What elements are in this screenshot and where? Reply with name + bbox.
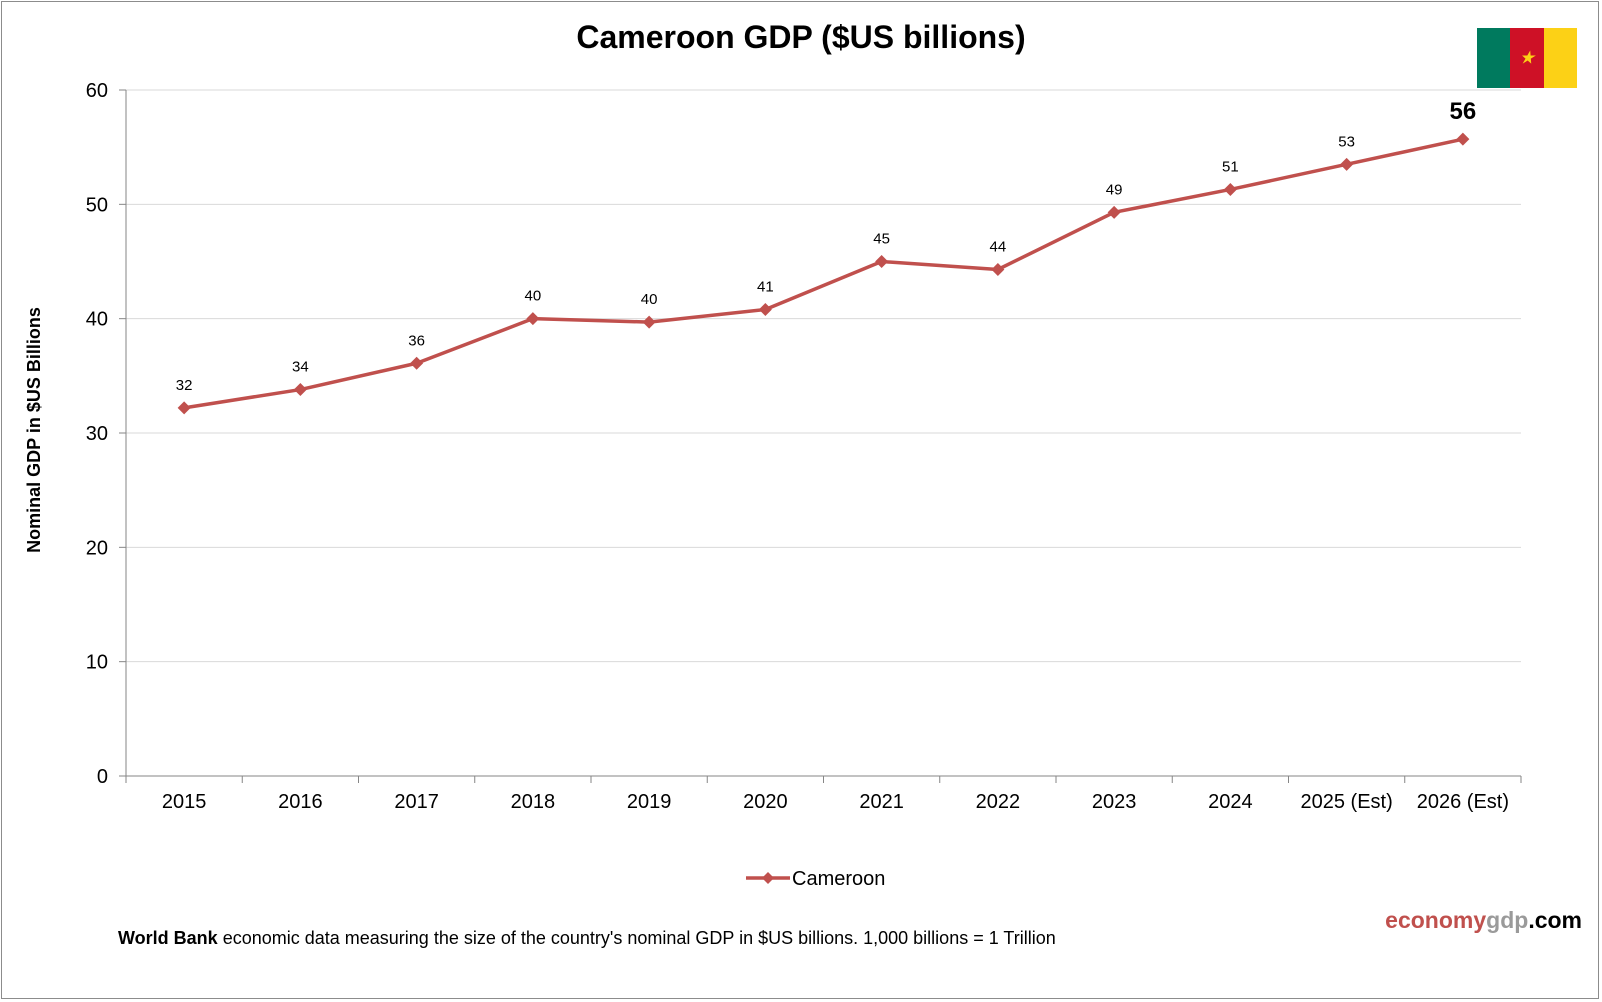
data-label: 44: [990, 239, 1007, 256]
data-label: 41: [757, 279, 774, 296]
data-label: 53: [1338, 133, 1355, 150]
data-point: [177, 401, 191, 415]
y-tick-label: 20: [86, 537, 108, 559]
series-cameroon: [177, 132, 1470, 415]
y-axis-label: Nominal GDP in $US Billions: [24, 307, 44, 553]
y-tick-label: 10: [86, 652, 108, 674]
x-tick-label: 2022: [976, 791, 1021, 813]
data-point: [1456, 132, 1470, 146]
axes: [119, 89, 1522, 783]
x-tick-label: 2018: [511, 791, 556, 813]
cameroon-flag: ★: [1477, 28, 1577, 88]
data-label: 36: [408, 332, 425, 349]
data-labels: 32 34 36 40 40 41 45 44 49 51 53 56: [176, 98, 1476, 394]
data-label: 40: [641, 291, 658, 308]
x-tick-label: 2021: [859, 791, 904, 813]
data-label: 56: [1450, 98, 1477, 125]
data-label: 32: [176, 377, 193, 394]
y-tick-label: 0: [97, 766, 108, 788]
data-label: 51: [1222, 158, 1239, 175]
x-tick-label: 2025 (Est): [1300, 791, 1392, 813]
x-tick-label: 2016: [278, 791, 323, 813]
data-label: 49: [1106, 181, 1123, 198]
x-tick-label: 2020: [743, 791, 788, 813]
data-point: [1223, 182, 1237, 196]
x-tick-label: 2015: [162, 791, 207, 813]
data-label: 34: [292, 359, 309, 376]
x-tick-label: 2026 (Est): [1417, 791, 1509, 813]
data-point: [1340, 157, 1354, 171]
chart-title: Cameroon GDP ($US billions): [576, 19, 1025, 55]
y-tick-label: 60: [86, 80, 108, 102]
y-tick-label: 50: [86, 194, 108, 216]
data-point: [875, 255, 889, 268]
flag-stripe-yellow: [1543, 28, 1577, 88]
data-point: [642, 315, 656, 329]
data-point: [293, 383, 307, 397]
y-tick-label: 40: [86, 309, 108, 331]
y-tick-labels: 0 10 20 30 40 50 60: [86, 80, 108, 788]
flag-stripe-green: [1477, 28, 1511, 88]
legend-label: Cameroon: [792, 868, 885, 890]
x-tick-labels: 2015 2016 2017 2018 2019 2020 2021 2022 2023 2024…: [162, 791, 1509, 813]
x-tick-label: 2024: [1208, 791, 1253, 813]
data-label: 40: [525, 288, 542, 305]
legend: Cameroon: [746, 868, 885, 890]
data-label: 45: [873, 231, 890, 248]
footnote: World Bank economic data measuring the s…: [118, 928, 1056, 949]
brand-part2: gdp: [1486, 907, 1529, 933]
data-point: [1107, 205, 1121, 219]
footnote-source: World Bank: [118, 928, 218, 948]
series-line: [183, 137, 1464, 410]
legend-marker: [762, 872, 774, 884]
data-point: [410, 356, 424, 370]
footnote-text: economic data measuring the size of the …: [222, 928, 1056, 948]
gridlines: [126, 89, 1521, 663]
data-point: [526, 312, 540, 326]
data-point: [758, 303, 772, 317]
x-tick-label: 2017: [394, 791, 439, 813]
x-tick-label: 2023: [1092, 791, 1137, 813]
brand-part1: economy: [1385, 907, 1487, 933]
flag-stripe-red: ★: [1510, 28, 1544, 88]
x-tick-label: 2019: [627, 791, 672, 813]
data-point: [991, 263, 1005, 277]
y-tick-label: 30: [86, 423, 108, 445]
brand-part3: .com: [1528, 907, 1582, 933]
star-icon: ★: [1518, 47, 1536, 68]
brand-logo[interactable]: economygdp.com: [1385, 907, 1582, 934]
